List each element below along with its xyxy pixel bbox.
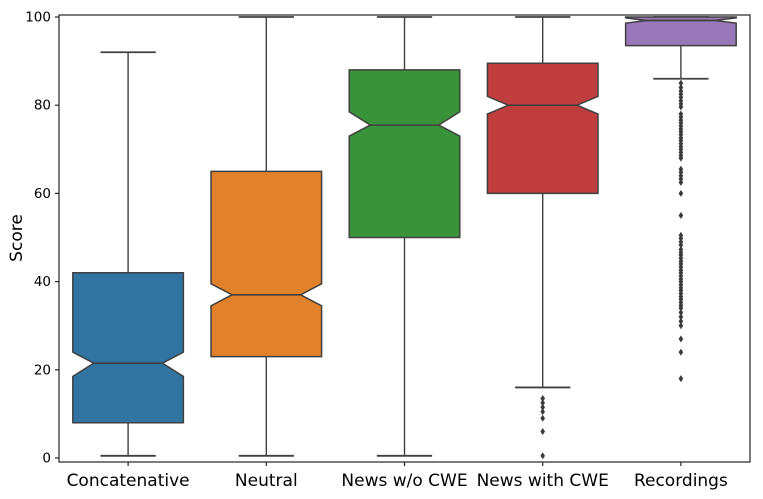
x-tick-label: News w/o CWE [341, 471, 467, 491]
outlier-point [678, 348, 684, 356]
y-tick-label: 40 [34, 274, 51, 290]
outlier-point [540, 452, 546, 460]
outlier-point [678, 335, 684, 343]
x-tick-label: Concatenative [67, 471, 190, 491]
x-tick-label: Neutral [235, 471, 298, 491]
outlier-point [678, 154, 684, 162]
outlier-point [678, 103, 684, 111]
y-tick-label: 60 [34, 186, 51, 202]
outlier-point [678, 322, 684, 330]
outlier-point [678, 375, 684, 383]
box-3 [486, 62, 599, 195]
y-axis-label: Score [7, 214, 27, 262]
box-4 [624, 16, 737, 47]
y-tick-label: 0 [42, 451, 51, 467]
box-group-4 [624, 16, 737, 383]
box-group-3 [486, 16, 599, 460]
y-tick-label: 100 [25, 10, 51, 26]
box-group-0 [72, 51, 185, 457]
x-tick-label: News with CWE [477, 471, 609, 491]
y-tick-label: 80 [34, 98, 51, 114]
outlier-point [678, 211, 684, 220]
box-group-1 [210, 16, 323, 457]
x-tick-label: Recordings [634, 471, 728, 491]
box-1 [210, 170, 323, 358]
outlier-point [540, 427, 546, 436]
outlier-point [678, 178, 684, 186]
outlier-point [678, 189, 684, 197]
y-tick-label: 20 [34, 362, 51, 378]
box-2 [348, 69, 461, 239]
box-group-2 [348, 16, 461, 457]
box-0 [72, 272, 185, 424]
outlier-point [540, 414, 546, 422]
